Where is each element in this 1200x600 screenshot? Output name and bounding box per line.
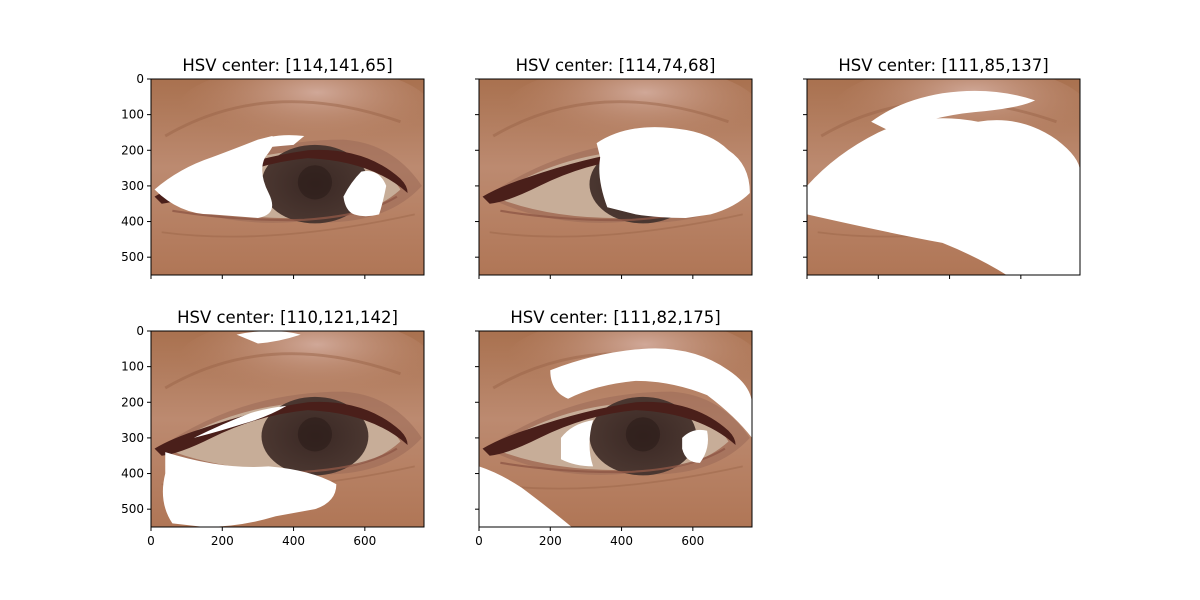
x-tick-label: 200 [539, 534, 562, 548]
eye-image [151, 79, 424, 275]
axes-frame [150, 330, 425, 528]
subplot-panel: HSV center: [114,74,68] [475, 56, 753, 279]
x-tick-label: 0 [147, 534, 155, 548]
subplot-panel: HSV center: [111,82,175] 0 200 400 600 [475, 308, 753, 548]
y-tick-label: 400 [121, 215, 144, 229]
y-tick-label: 300 [121, 179, 144, 193]
mask-overlay [479, 348, 752, 527]
eye-image [479, 79, 752, 275]
axes-frame [806, 78, 1081, 276]
eye-image [479, 331, 752, 527]
x-tick-label: 200 [211, 534, 234, 548]
y-tick-label: 200 [121, 395, 144, 409]
y-tick-label: 500 [121, 502, 144, 516]
mask-overlay [596, 127, 750, 218]
x-tick-label: 600 [681, 534, 704, 548]
y-tick-label: 500 [121, 250, 144, 264]
panel-title: HSV center: [114,141,65] [182, 56, 392, 75]
y-tick-label: 100 [121, 108, 144, 122]
subplot-panel: HSV center: [111,85,137] [803, 56, 1081, 279]
axes-frame [150, 78, 425, 276]
y-tick-label: 0 [136, 324, 144, 338]
y-tick-label: 400 [121, 467, 144, 481]
x-tick-label: 400 [610, 534, 633, 548]
y-tick-label: 0 [136, 72, 144, 86]
mask-overlay [162, 331, 337, 527]
y-tick-label: 200 [121, 143, 144, 157]
subplot-panel: HSV center: [110,121,142] 0 100 200 300 400 50… [121, 308, 425, 548]
panel-title: HSV center: [111,85,137] [838, 56, 1048, 75]
axes-frame [478, 78, 753, 276]
x-tick-label: 400 [282, 534, 305, 548]
eye-image [151, 331, 424, 527]
y-tick-label: 300 [121, 431, 144, 445]
mask-overlay [807, 90, 1080, 275]
panel-title: HSV center: [110,121,142] [177, 308, 398, 327]
axes-frame [478, 330, 753, 528]
y-tick-label: 100 [121, 360, 144, 374]
x-tick-label: 0 [475, 534, 483, 548]
panel-title: HSV center: [111,82,175] [510, 308, 720, 327]
x-tick-label: 600 [353, 534, 376, 548]
eye-image [807, 79, 1080, 275]
panel-title: HSV center: [114,74,68] [516, 56, 716, 75]
mask-overlay [154, 135, 387, 218]
subplot-panel: HSV center: [114,141,65] 0 100 200 300 400 500 [121, 56, 425, 279]
